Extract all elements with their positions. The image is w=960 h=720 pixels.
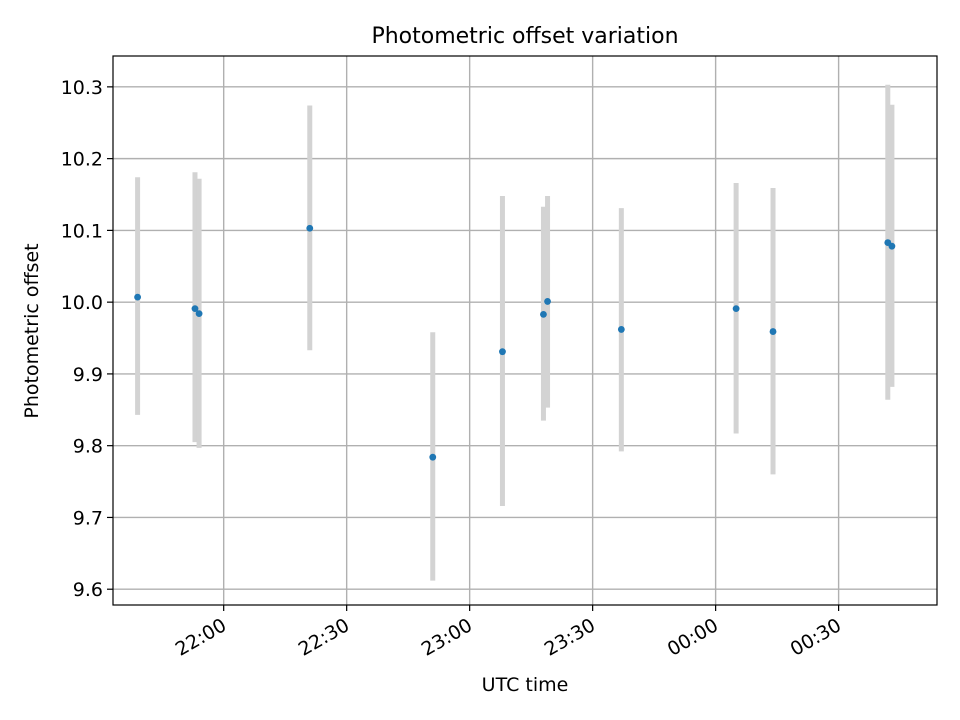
axis-ticks: 22:00 22:30 23:00 23:30 00:00 00:30 9.6 9.7 9.8 9… (61, 77, 845, 661)
y-axis-label: Photometric offset (21, 243, 43, 418)
data-points (134, 224, 896, 461)
x-tick-label: 22:30 (295, 614, 353, 660)
data-point (306, 224, 314, 232)
y-tick-label: 9.9 (73, 364, 103, 386)
x-tick-label: 22:00 (172, 614, 230, 660)
y-tick-label: 9.8 (73, 436, 103, 458)
x-axis-label: UTC time (482, 674, 569, 696)
data-point (617, 326, 625, 333)
data-point (134, 293, 141, 301)
data-point (499, 348, 506, 356)
data-point (888, 242, 896, 250)
y-tick-label: 10.0 (61, 292, 103, 314)
data-point (429, 453, 437, 461)
y-tick-label: 9.6 (73, 579, 103, 601)
chart-title: Photometric offset variation (371, 24, 678, 49)
x-tick-label: 23:30 (541, 614, 599, 660)
x-tick-label: 23:00 (418, 614, 476, 660)
y-tick-label: 10.2 (61, 149, 103, 171)
grid-lines (113, 56, 937, 605)
data-point (769, 328, 777, 335)
data-point (540, 310, 547, 318)
y-tick-label: 10.3 (61, 77, 103, 99)
y-tick-label: 9.7 (73, 507, 103, 529)
data-point (191, 305, 199, 313)
data-point (732, 305, 740, 313)
data-point (195, 310, 203, 318)
x-tick-label: 00:30 (787, 614, 845, 660)
x-tick-label: 00:00 (664, 614, 722, 660)
y-tick-label: 10.1 (61, 220, 103, 242)
plot-frame (112, 55, 938, 606)
data-point (544, 298, 551, 305)
